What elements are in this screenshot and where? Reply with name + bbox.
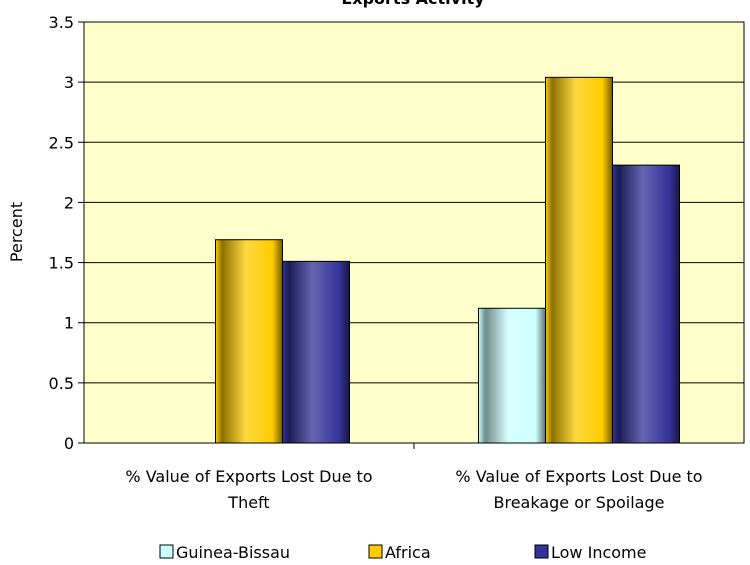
bar-guinea-bissau-cat2 bbox=[478, 307, 546, 444]
chart-title: Exports Activity bbox=[341, 0, 485, 8]
y-tick-labels: 0 0.5 1 1.5 2 2.5 3 3.5 bbox=[49, 13, 74, 453]
legend-label-low-income: Low Income bbox=[551, 543, 646, 562]
x-category-labels: % Value of Exports Lost Due to Theft % Val… bbox=[125, 467, 702, 512]
bar-africa-cat2 bbox=[545, 76, 613, 444]
y-tick-label-3-5: 3.5 bbox=[49, 13, 74, 32]
y-tick-label-2-5: 2.5 bbox=[49, 133, 74, 152]
x-category-label-2-line-2: Breakage or Spoilage bbox=[494, 493, 665, 512]
legend-swatch-africa bbox=[368, 544, 383, 559]
y-tick-label-1-5: 1.5 bbox=[49, 254, 74, 273]
legend[interactable]: Guinea-Bissau Africa Low Income bbox=[159, 543, 646, 562]
y-tick-label-0-5: 0.5 bbox=[49, 374, 74, 393]
y-tick-label-2: 2 bbox=[64, 193, 74, 212]
legend-item-guinea-bissau[interactable]: Guinea-Bissau bbox=[159, 543, 290, 562]
x-category-label-2-line-1: % Value of Exports Lost Due to bbox=[455, 467, 702, 486]
y-tick-label-0: 0 bbox=[64, 434, 74, 453]
legend-label-guinea-bissau: Guinea-Bissau bbox=[176, 543, 290, 562]
bars bbox=[215, 76, 680, 444]
legend-item-africa[interactable]: Africa bbox=[368, 543, 431, 562]
legend-item-low-income[interactable]: Low Income bbox=[534, 543, 646, 562]
x-category-label-1-line-1: % Value of Exports Lost Due to bbox=[125, 467, 372, 486]
y-tick-label-3: 3 bbox=[64, 73, 74, 92]
axes bbox=[78, 21, 415, 449]
y-tick-label-1: 1 bbox=[64, 314, 74, 333]
bar-low-income-cat1 bbox=[282, 260, 350, 444]
bar-africa-cat1 bbox=[215, 239, 283, 444]
x-category-label-1-line-2: Theft bbox=[227, 493, 269, 512]
y-axis-title: Percent bbox=[7, 202, 26, 262]
legend-label-africa: Africa bbox=[385, 543, 431, 562]
bar-low-income-cat2 bbox=[612, 164, 680, 444]
legend-swatch-low-income bbox=[534, 544, 549, 559]
legend-swatch-guinea-bissau bbox=[159, 544, 174, 559]
